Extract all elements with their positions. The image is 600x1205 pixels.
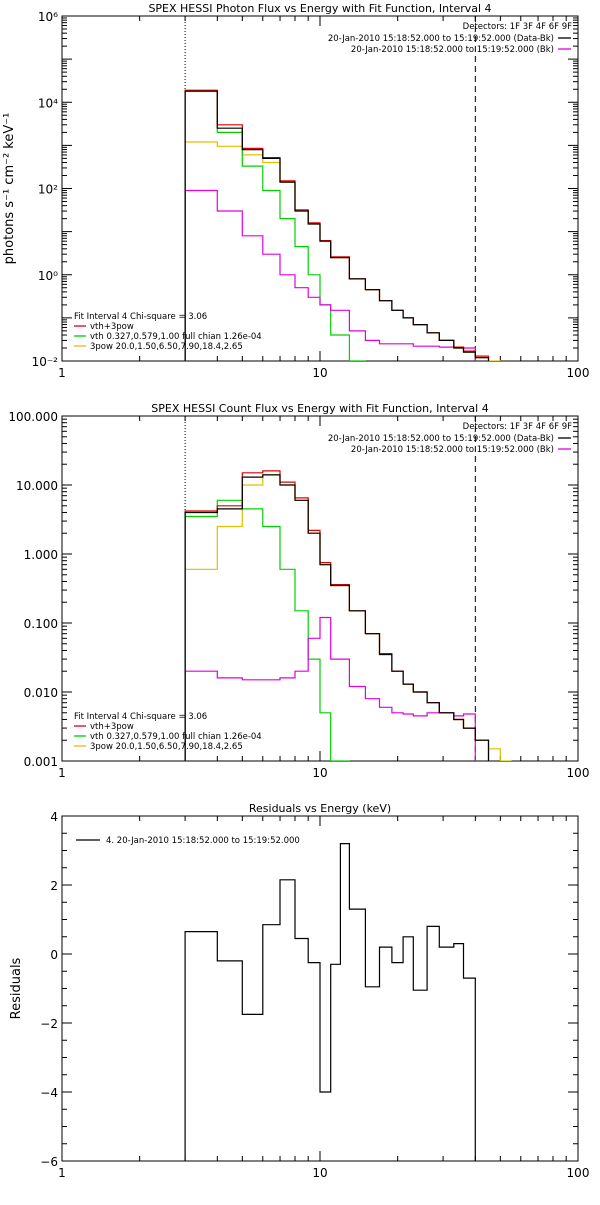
y-tick-label: 10⁻² bbox=[32, 355, 59, 369]
chart-panel-3: Residuals vs Energy (keV) 1 10 100 −6 −4 −2 0 2 4… bbox=[9, 802, 589, 1180]
chart-panel-2: SPEX HESSI Count Flux vs Energy with Fit… bbox=[8, 402, 589, 780]
y-tick-label: 10² bbox=[38, 183, 58, 197]
series-group bbox=[184, 843, 476, 1161]
x-tick-label: 10 bbox=[312, 366, 327, 380]
x-tick-label: 100 bbox=[567, 366, 590, 380]
x-tick-label: 100 bbox=[567, 1166, 590, 1180]
y-tick-label: 4 bbox=[50, 810, 58, 824]
y-tick-label: 2 bbox=[50, 879, 58, 893]
y-tick-label: 100.000 bbox=[8, 410, 58, 424]
y-tick-label: 1.000 bbox=[24, 548, 58, 562]
legend-top-label: 20-Jan-2010 15:18:52.000 to 15:19:52.000… bbox=[328, 434, 554, 444]
legend-top-label: 20-Jan-2010 15:18:52.000 to 15:19:52.000… bbox=[328, 34, 554, 44]
x-axis: 1 10 100 bbox=[58, 16, 589, 380]
chart-title: SPEX HESSI Count Flux vs Energy with Fit… bbox=[151, 402, 488, 415]
fit-header: Fit Interval 4 Chi-square = 3.06 bbox=[74, 712, 207, 722]
y-tick-label: −2 bbox=[40, 1017, 58, 1031]
x-tick-label: 1 bbox=[58, 766, 66, 780]
series-vth bbox=[184, 90, 366, 361]
fit-header: Fit Interval 4 Chi-square = 3.06 bbox=[74, 312, 207, 322]
y-axis: −6 −4 −2 0 2 4 bbox=[40, 810, 578, 1169]
y-tick-label: 0.100 bbox=[24, 617, 58, 631]
y-axis-label: photons s⁻¹ cm⁻² keV⁻¹ bbox=[2, 113, 17, 265]
y-tick-label: 10⁰ bbox=[38, 269, 58, 283]
fit-legend-label: vth 0.327,0.579,1.00 full chian 1.26e-04 bbox=[90, 332, 262, 342]
chart-panel-1: SPEX HESSI Photon Flux vs Energy with Fi… bbox=[2, 2, 589, 380]
y-tick-label: 0.010 bbox=[24, 686, 58, 700]
legend-top-label: 20-Jan-2010 15:18:52.000 to 15:19:52.000… bbox=[351, 45, 554, 55]
y-tick-label: 0 bbox=[50, 948, 58, 962]
series-vth bbox=[184, 499, 350, 761]
x-axis: 1 10 100 bbox=[58, 416, 589, 780]
x-tick-label: 1 bbox=[58, 1166, 66, 1180]
legend-top-label: 20-Jan-2010 15:18:52.000 to 15:19:52.000… bbox=[351, 445, 554, 455]
fit-legend-label: 3pow 20.0,1.50,6.50,7.90,18.4,2.65 bbox=[90, 342, 243, 352]
detectors-label: Detectors: 1F 3F 4F 6F 9F bbox=[463, 422, 572, 432]
y-tick-label: 10.000 bbox=[16, 479, 58, 493]
plot-frame bbox=[61, 15, 579, 362]
x-tick-label: 100 bbox=[567, 766, 590, 780]
y-axis: 10⁻² 10⁰ 10² 10⁴ 10⁶ bbox=[32, 10, 578, 369]
chart-title: SPEX HESSI Photon Flux vs Energy with Fi… bbox=[148, 2, 491, 15]
legend-label: 4. 20-Jan-2010 15:18:52.000 to 15:19:52.… bbox=[106, 836, 300, 846]
series-data-bk bbox=[184, 474, 490, 761]
x-tick-label: 10 bbox=[312, 766, 327, 780]
y-axis-label: Residuals bbox=[9, 957, 24, 1019]
series-group bbox=[184, 89, 501, 361]
y-tick-label: 10⁶ bbox=[38, 10, 58, 24]
fit-legend-label: vth 0.327,0.579,1.00 full chian 1.26e-04 bbox=[90, 732, 262, 742]
fit-legend-label: 3pow 20.0,1.50,6.50,7.90,18.4,2.65 bbox=[90, 742, 243, 752]
y-tick-label: −6 bbox=[40, 1155, 58, 1169]
series-bk bbox=[184, 616, 476, 761]
detectors-label: Detectors: 1F 3F 4F 6F 9F bbox=[463, 22, 572, 32]
x-axis: 1 10 100 bbox=[58, 816, 589, 1180]
series-residuals bbox=[184, 843, 476, 1161]
series-data-bk bbox=[184, 90, 490, 361]
y-tick-label: 10⁴ bbox=[38, 96, 58, 110]
x-tick-label: 1 bbox=[58, 366, 66, 380]
y-axis: 0.001 0.010 0.100 1.000 10.000 100.000 bbox=[8, 410, 578, 769]
fit-legend-label: vth+3pow bbox=[90, 322, 134, 332]
chart-title: Residuals vs Energy (keV) bbox=[249, 802, 391, 815]
y-tick-label: −4 bbox=[40, 1086, 58, 1100]
series-bk bbox=[184, 189, 476, 361]
x-tick-label: 10 bbox=[312, 1166, 327, 1180]
fit-legend-label: vth+3pow bbox=[90, 722, 134, 732]
y-tick-label: 0.001 bbox=[24, 755, 58, 769]
series-group bbox=[184, 470, 512, 761]
